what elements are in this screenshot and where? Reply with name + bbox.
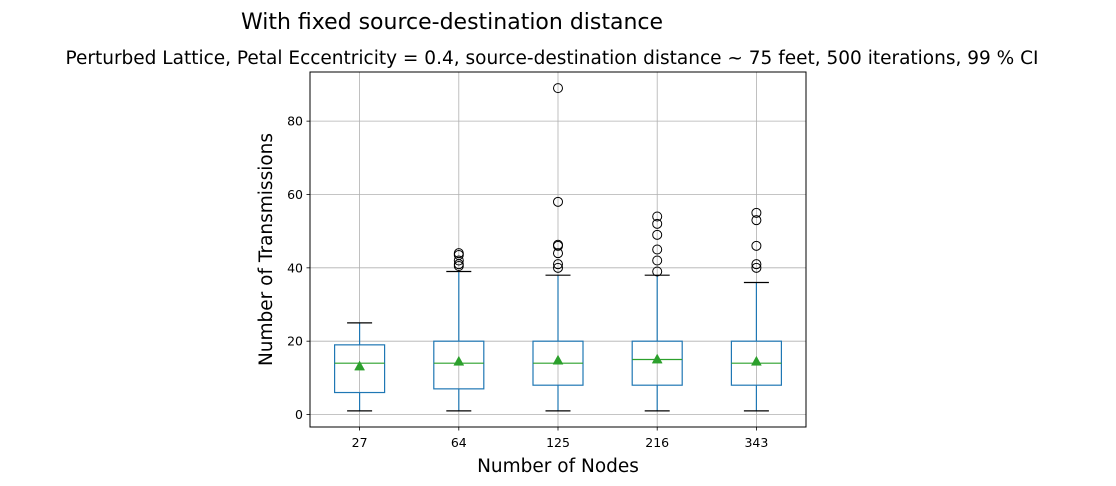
mean-marker [552,354,564,365]
x-axis-label: Number of Nodes [477,456,639,477]
chart-title: Perturbed Lattice, Petal Eccentricity = … [65,48,1038,69]
outlier-point [553,262,563,273]
outlier-point [652,266,663,277]
mean-marker [354,360,366,371]
x-tick-label: 27 [352,435,368,450]
x-tick-label: 216 [645,435,669,450]
x-tick-label: 125 [546,435,570,450]
outlier-point [751,215,762,226]
outlier-point [553,83,563,94]
y-tick-label: 0 [295,407,303,422]
box-group-64 [433,248,485,412]
y-tick-label: 40 [287,260,303,275]
iqr-box [433,340,485,390]
outlier-point [751,240,762,251]
outlier-point [553,259,563,270]
box-group-343 [730,207,783,412]
outlier-point [751,262,762,273]
x-tick-label: 64 [451,435,467,450]
box-series [334,83,783,412]
mean-marker [453,355,465,366]
box-group-125 [532,83,584,412]
outlier-point [553,248,563,259]
mean-marker [651,353,663,364]
outlier-point [453,255,464,266]
iqr-box [631,340,683,386]
chart-suptitle: With fixed source-destination distance [241,10,663,35]
outlier-point [652,244,663,255]
outlier-point [652,211,663,222]
y-axis-label: Number of Transmissions [256,133,277,366]
outlier-point [553,239,563,250]
axis-ticks: 0 20 40 60 80 27 64 125 216 343 [287,114,768,450]
box-group-27 [334,322,386,412]
outlier-point [652,218,663,229]
outlier-point [652,229,663,240]
outlier-point [453,248,464,259]
box-group-216 [631,211,683,412]
outlier-point [652,255,663,266]
grid [310,72,806,427]
x-tick-label: 343 [744,435,768,450]
y-tick-label: 20 [287,334,303,349]
iqr-box [334,344,386,394]
y-tick-label: 80 [287,114,303,129]
y-tick-label: 60 [287,187,303,202]
mean-marker [750,355,762,366]
outlier-point [751,259,762,270]
outlier-point [553,196,563,207]
outlier-point [751,207,762,218]
